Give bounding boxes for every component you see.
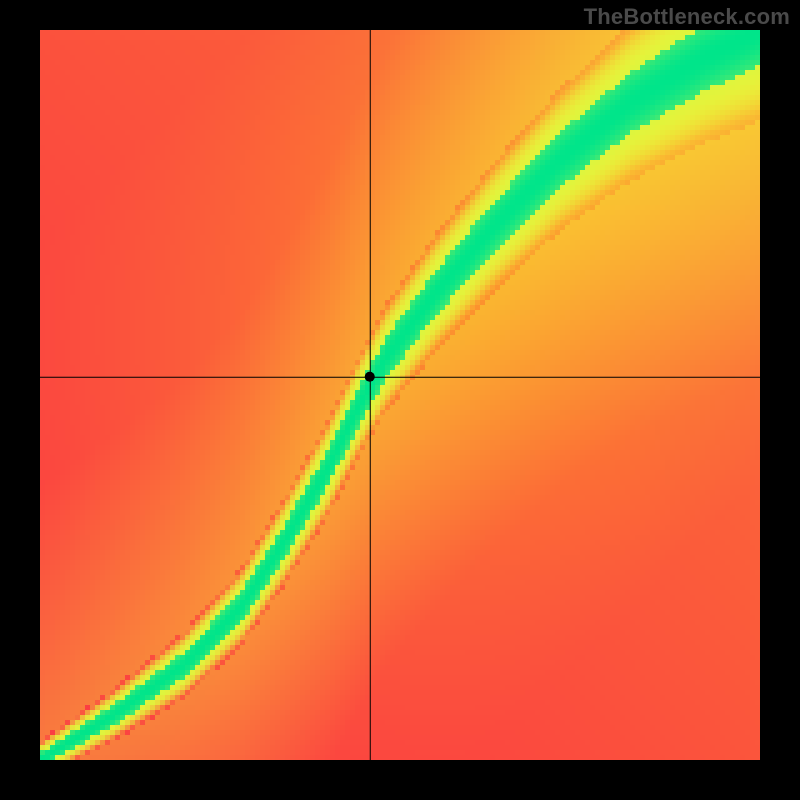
bottleneck-heatmap (40, 30, 760, 760)
root: TheBottleneck.com (0, 0, 800, 800)
watermark-label: TheBottleneck.com (584, 4, 790, 30)
